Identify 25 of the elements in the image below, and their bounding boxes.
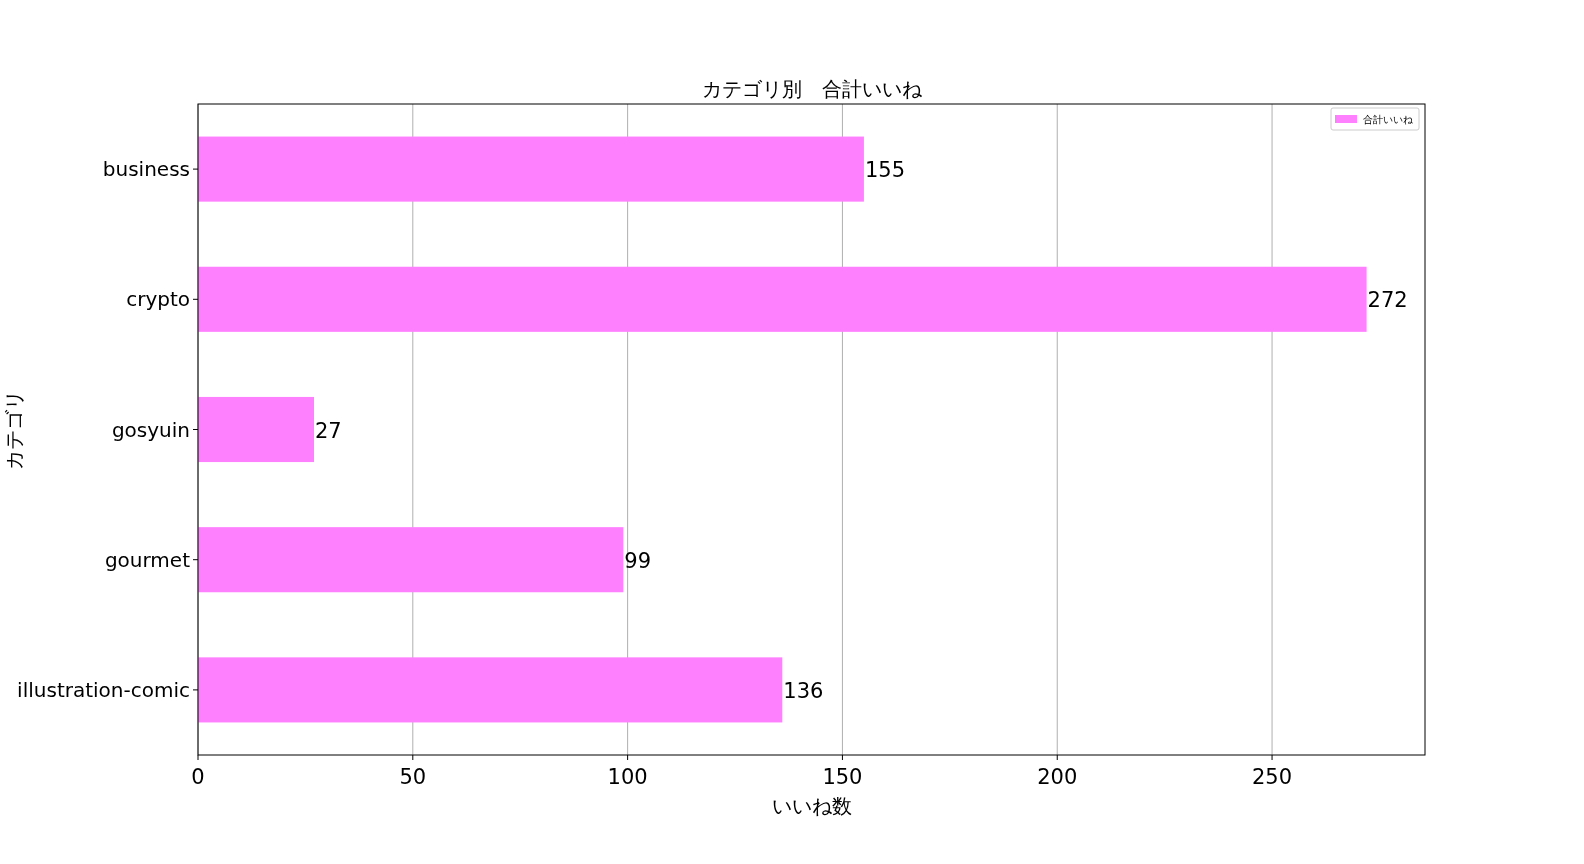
data-label: 99 <box>624 548 652 573</box>
legend-label: 合計いいね <box>1363 114 1414 125</box>
y-tick-label: illustration-comic <box>17 677 190 702</box>
data-label: 136 <box>783 678 824 703</box>
bar <box>198 527 624 593</box>
y-tick-label: gourmet <box>104 547 191 572</box>
y-axis-title: カテゴリ <box>2 389 26 470</box>
bar <box>198 657 783 723</box>
x-tick-label: 150 <box>822 765 863 789</box>
y-tick-label: business <box>102 157 190 182</box>
bar <box>198 136 864 202</box>
x-tick-label: 200 <box>1037 765 1078 789</box>
x-tick-label: 50 <box>399 765 427 789</box>
y-tick-label: crypto <box>126 287 190 312</box>
data-label: 27 <box>315 418 342 443</box>
bar <box>198 266 1367 332</box>
y-tick-label: gosyuin <box>111 417 190 442</box>
x-axis-title: いいね数 <box>771 794 852 818</box>
x-tick-label: 250 <box>1252 765 1293 789</box>
data-label: 155 <box>864 158 906 183</box>
data-label: 272 <box>1367 288 1408 313</box>
x-tick-label: 100 <box>607 765 648 789</box>
x-tick-label: 0 <box>191 765 205 789</box>
bar <box>198 396 314 463</box>
chart-title: カテゴリ別 合計いいね <box>701 77 923 101</box>
